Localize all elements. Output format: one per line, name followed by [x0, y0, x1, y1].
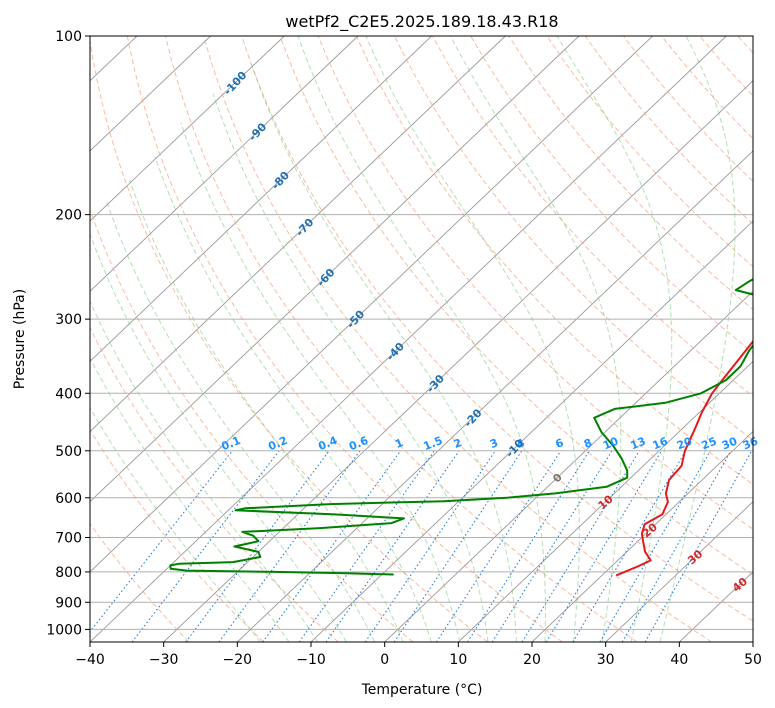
mixing-ratio-label: 2 — [452, 436, 464, 451]
isotherm-line — [163, 80, 753, 642]
mixing-ratio-line — [644, 450, 753, 642]
mixing-ratio-label: 36 — [741, 435, 760, 453]
mixing-ratio-label: 25 — [700, 435, 719, 453]
x-tick-label: 10 — [449, 652, 467, 668]
moist-adiabat-line — [556, 36, 673, 642]
moist-adiabat-line — [90, 232, 347, 642]
x-axis-ticks: −40 −30 −20 −10 0 10 20 30 40 50 — [75, 642, 762, 668]
moist-adiabat-line — [90, 407, 261, 642]
mixing-ratio-line — [131, 450, 280, 642]
y-axis-ticks: 100 200 300 400 500 600 700 800 900 1000 — [46, 29, 90, 638]
moist-adiabat-line — [659, 36, 736, 642]
dry-adiabat-line — [90, 37, 488, 642]
x-tick-label: −20 — [223, 652, 253, 668]
dewpoint-profile-line — [169, 278, 753, 576]
moist-adiabat-line — [212, 93, 489, 642]
dry-adiabat-line — [241, 36, 753, 622]
mixing-ratio-line — [521, 450, 640, 642]
isotherm-line — [90, 36, 285, 222]
plot-frame — [89, 35, 754, 643]
background-lines — [90, 36, 753, 642]
x-tick-label: 30 — [597, 652, 615, 668]
chart-title: wetPf2_C2E5.2025.189.18.43.R18 — [285, 12, 558, 32]
mixing-ratio-label: 3 — [488, 436, 500, 451]
mixing-ratio-label: 1 — [393, 436, 405, 451]
x-tick-label: −30 — [149, 652, 179, 668]
moist-adiabat-line — [90, 300, 319, 642]
isotherm-line — [605, 501, 753, 642]
isotherm-line — [384, 290, 753, 642]
dry-adiabat-line — [470, 36, 753, 354]
y-tick-label: 1000 — [46, 622, 82, 638]
mixing-ratio-line — [262, 450, 402, 642]
dry-adiabat-line — [203, 36, 712, 642]
moist-adiabat-line — [90, 356, 290, 642]
moist-adiabat-line — [450, 36, 622, 642]
y-tick-label: 600 — [55, 491, 82, 507]
isotherm-line — [90, 36, 580, 503]
mixing-ratio-line — [467, 450, 590, 642]
y-tick-label: 900 — [55, 595, 82, 611]
isotherm-line — [90, 36, 359, 292]
x-tick-label: 20 — [523, 652, 541, 668]
isotherm-line — [90, 36, 653, 573]
y-tick-label: 800 — [55, 565, 82, 581]
y-tick-label: 400 — [55, 386, 82, 402]
y-tick-label: 200 — [55, 208, 82, 224]
mixing-ratio-line — [491, 450, 613, 642]
dry-adiabat-line — [355, 36, 753, 486]
y-tick-label: 300 — [55, 312, 82, 328]
y-tick-label: 500 — [55, 444, 82, 460]
moist-adiabat-line — [297, 36, 546, 642]
dry-adiabat-line — [90, 523, 190, 642]
isotherm-line — [90, 36, 211, 152]
moist-adiabat-line — [365, 36, 580, 642]
x-tick-label: −10 — [296, 652, 326, 668]
x-tick-label: 50 — [744, 652, 762, 668]
mixing-ratio-line — [325, 450, 460, 642]
isotherm-line — [90, 36, 727, 642]
x-tick-label: 0 — [380, 652, 389, 668]
isotherm-line — [531, 430, 753, 642]
mixing-ratio-line — [298, 450, 435, 642]
mixing-ratio-label: 16 — [651, 435, 670, 453]
y-tick-label: 700 — [55, 531, 82, 547]
mixing-ratio-line — [621, 450, 732, 642]
mixing-ratio-line — [545, 450, 662, 642]
moist-adiabat-line — [249, 60, 517, 642]
mixing-ratio-label: 8 — [582, 436, 594, 451]
mixing-ratio-line — [90, 450, 233, 633]
isotherm-line — [90, 36, 432, 362]
y-tick-label: 100 — [55, 29, 82, 45]
profile-series — [169, 278, 753, 577]
dry-adiabat-line — [317, 36, 753, 530]
dry-adiabat-line — [393, 36, 753, 441]
mixing-ratio-line — [364, 450, 496, 642]
mixing-ratio-label: 30 — [720, 435, 739, 453]
mixing-ratio-label: 13 — [629, 435, 648, 453]
dry-adiabat-line — [90, 428, 264, 642]
y-axis-label: Pressure (hPa) — [12, 289, 28, 389]
isotherm-line — [90, 36, 506, 433]
mixing-ratio-line — [599, 450, 711, 642]
x-tick-label: −40 — [75, 652, 105, 668]
mixing-ratio-line — [572, 450, 687, 642]
isotherm-line — [237, 150, 753, 642]
isotherm-line — [458, 360, 753, 642]
x-axis-label: Temperature (°C) — [361, 682, 483, 698]
mixing-ratio-label: 20 — [675, 435, 694, 453]
x-tick-label: 40 — [670, 652, 688, 668]
isotherm-line — [310, 220, 753, 642]
dry-adiabat-line — [90, 208, 414, 642]
mixing-ratio-label: 10 — [601, 435, 620, 453]
temperature-profile-line — [616, 339, 753, 577]
dry-adiabat-line — [126, 36, 563, 642]
moist-adiabat-line — [129, 180, 404, 642]
